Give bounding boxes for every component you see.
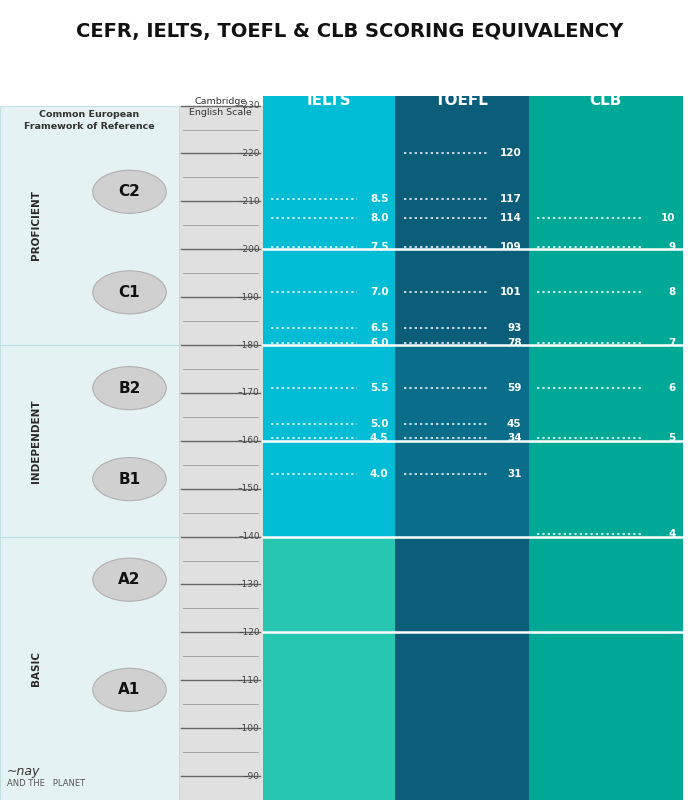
Text: –150: –150 xyxy=(238,484,260,494)
Text: 34: 34 xyxy=(507,434,522,443)
Text: B2: B2 xyxy=(118,381,141,396)
FancyBboxPatch shape xyxy=(528,106,682,250)
FancyBboxPatch shape xyxy=(528,632,682,800)
FancyBboxPatch shape xyxy=(395,632,528,800)
Text: 4.0: 4.0 xyxy=(370,470,389,479)
FancyBboxPatch shape xyxy=(262,250,396,345)
Text: ~nay: ~nay xyxy=(7,766,41,778)
Text: 10: 10 xyxy=(661,213,676,223)
Text: –110: –110 xyxy=(238,676,260,685)
Text: 114: 114 xyxy=(500,213,522,223)
Ellipse shape xyxy=(92,458,167,501)
FancyBboxPatch shape xyxy=(262,345,396,441)
Text: 7.5: 7.5 xyxy=(370,242,389,252)
Text: A2: A2 xyxy=(118,572,141,587)
FancyBboxPatch shape xyxy=(0,106,178,345)
Text: 109: 109 xyxy=(500,242,522,252)
Text: CLB: CLB xyxy=(589,94,622,108)
Text: –180: –180 xyxy=(238,341,260,350)
Text: –140: –140 xyxy=(238,532,260,541)
Text: Common European
Framework of Reference: Common European Framework of Reference xyxy=(24,110,155,131)
Text: –90: –90 xyxy=(244,771,260,781)
Ellipse shape xyxy=(92,668,167,711)
Text: INDEPENDENT: INDEPENDENT xyxy=(32,399,41,482)
Text: 117: 117 xyxy=(500,194,522,204)
Text: TOEFL: TOEFL xyxy=(435,94,489,108)
FancyBboxPatch shape xyxy=(395,96,528,106)
Text: –120: –120 xyxy=(238,628,260,637)
Text: 7: 7 xyxy=(668,338,676,348)
Text: BASIC: BASIC xyxy=(32,650,41,686)
Text: –190: –190 xyxy=(238,293,260,302)
Text: C2: C2 xyxy=(118,184,141,199)
Text: CEFR, IELTS, TOEFL & CLB SCORING EQUIVALENCY: CEFR, IELTS, TOEFL & CLB SCORING EQUIVAL… xyxy=(76,22,624,42)
Text: –210: –210 xyxy=(238,197,260,206)
Text: 6.5: 6.5 xyxy=(370,323,388,334)
FancyBboxPatch shape xyxy=(262,537,396,632)
FancyBboxPatch shape xyxy=(0,537,178,800)
FancyBboxPatch shape xyxy=(528,96,682,106)
Text: –100: –100 xyxy=(238,724,260,733)
Text: 101: 101 xyxy=(500,287,522,298)
Text: 5.5: 5.5 xyxy=(370,383,388,393)
Text: 31: 31 xyxy=(507,470,522,479)
FancyBboxPatch shape xyxy=(262,632,396,800)
Text: 4.5: 4.5 xyxy=(370,434,389,443)
Text: 8.0: 8.0 xyxy=(370,213,388,223)
Text: 59: 59 xyxy=(507,383,522,393)
Text: C1: C1 xyxy=(119,285,140,300)
FancyBboxPatch shape xyxy=(262,96,396,106)
FancyBboxPatch shape xyxy=(395,250,528,345)
Ellipse shape xyxy=(92,170,167,214)
FancyBboxPatch shape xyxy=(0,345,178,537)
Ellipse shape xyxy=(92,558,167,602)
Text: –230: –230 xyxy=(238,101,260,110)
FancyBboxPatch shape xyxy=(262,441,396,537)
Text: PROFICIENT: PROFICIENT xyxy=(32,190,41,260)
Text: –130: –130 xyxy=(238,580,260,589)
Text: –170: –170 xyxy=(238,389,260,398)
Text: B1: B1 xyxy=(118,472,141,486)
Text: 9: 9 xyxy=(668,242,676,252)
Text: A1: A1 xyxy=(118,682,141,698)
FancyBboxPatch shape xyxy=(395,537,528,632)
Text: 5: 5 xyxy=(668,434,676,443)
Text: IELTS: IELTS xyxy=(307,94,351,108)
FancyBboxPatch shape xyxy=(528,250,682,441)
Text: –220: –220 xyxy=(238,149,260,158)
Text: 6: 6 xyxy=(668,383,676,393)
Text: 7.0: 7.0 xyxy=(370,287,389,298)
Text: 4: 4 xyxy=(668,530,676,539)
Text: 8: 8 xyxy=(668,287,676,298)
Ellipse shape xyxy=(92,366,167,410)
Text: Cambridge
English Scale: Cambridge English Scale xyxy=(189,97,252,118)
Text: 45: 45 xyxy=(507,419,522,429)
FancyBboxPatch shape xyxy=(178,106,262,800)
Text: 120: 120 xyxy=(500,149,522,158)
FancyBboxPatch shape xyxy=(528,537,682,632)
Text: 93: 93 xyxy=(507,323,522,334)
Text: 5.0: 5.0 xyxy=(370,419,388,429)
Text: –160: –160 xyxy=(238,436,260,446)
FancyBboxPatch shape xyxy=(395,345,528,441)
Text: 78: 78 xyxy=(507,338,522,348)
FancyBboxPatch shape xyxy=(395,106,528,250)
Text: 8.5: 8.5 xyxy=(370,194,388,204)
FancyBboxPatch shape xyxy=(395,441,528,537)
FancyBboxPatch shape xyxy=(262,106,396,250)
FancyBboxPatch shape xyxy=(528,441,682,537)
Text: –200: –200 xyxy=(238,245,260,254)
Text: AND THE   PLANET: AND THE PLANET xyxy=(7,779,85,788)
Ellipse shape xyxy=(92,271,167,314)
Text: 6.0: 6.0 xyxy=(370,338,388,348)
